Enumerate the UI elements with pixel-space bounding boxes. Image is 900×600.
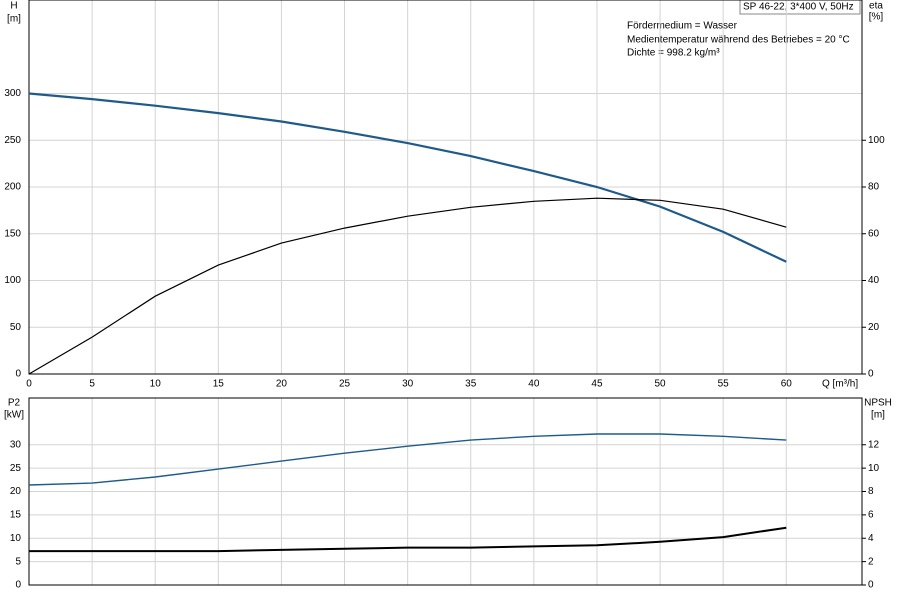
y2-axis-label: NPSH [864, 398, 892, 409]
plot-frame [28, 0, 863, 375]
plot-frame [28, 397, 863, 586]
x-tick-label: 0 [26, 379, 32, 390]
y-axis-unit: [kW] [4, 410, 24, 421]
annotation: Medientemperatur während des Betriebes =… [627, 35, 850, 46]
y2-tick-label: 80 [868, 182, 880, 193]
x-tick-label: 50 [654, 379, 666, 390]
y-tick-label: 30 [10, 439, 22, 450]
x-tick-label: 25 [339, 379, 351, 390]
y2-tick-label: 12 [868, 439, 880, 450]
y2-tick-label: 0 [868, 580, 874, 591]
y-tick-label: 0 [15, 580, 21, 591]
x-tick-label: 30 [402, 379, 414, 390]
y2-axis-unit: [m] [871, 410, 885, 421]
title-box [739, 0, 861, 15]
y-tick-label: 5 [15, 556, 21, 567]
series-line [28, 92, 787, 263]
y2-tick-label: 60 [868, 228, 880, 239]
chart-title: SP 46-22, 3*400 V, 50Hz [743, 2, 854, 13]
y-tick-label: 20 [10, 486, 22, 497]
y2-axis-unit: [%] [869, 12, 884, 23]
x-tick-label: 10 [150, 379, 162, 390]
y-tick-label: 25 [10, 463, 22, 474]
y-axis-label: H [10, 1, 17, 12]
y2-tick-label: 10 [868, 463, 880, 474]
y2-tick-label: 4 [868, 533, 874, 544]
y-tick-label: 100 [4, 275, 21, 286]
y-axis-unit: [m] [7, 14, 21, 25]
y-axis-label: P2 [8, 398, 21, 409]
y-tick-label: 300 [4, 88, 21, 99]
y2-axis-label: eta [869, 1, 883, 12]
y2-tick-label: 2 [868, 556, 874, 567]
x-tick-label: 35 [465, 379, 477, 390]
series-line [28, 433, 787, 486]
annotation: Fördermedium = Wasser [627, 21, 738, 32]
y-tick-label: 10 [10, 533, 22, 544]
y2-tick-label: 20 [868, 322, 880, 333]
y2-tick-label: 40 [868, 275, 880, 286]
y-tick-label: 200 [4, 182, 21, 193]
y2-tick-label: 8 [868, 486, 874, 497]
x-tick-label: 45 [591, 379, 603, 390]
y2-tick-label: 100 [868, 135, 885, 146]
x-tick-label: 15 [213, 379, 225, 390]
y-tick-label: 50 [10, 322, 22, 333]
y-tick-label: 0 [15, 369, 21, 380]
annotation: Dichte = 998.2 kg/m³ [627, 48, 720, 59]
series-line [28, 197, 787, 375]
y-tick-label: 150 [4, 228, 21, 239]
x-axis-label: Q [m³/h] [822, 379, 858, 390]
y2-tick-label: 6 [868, 510, 874, 521]
y2-tick-label: 0 [868, 369, 874, 380]
series-line [29, 526, 787, 553]
x-tick-label: 5 [89, 379, 95, 390]
y-tick-label: 250 [4, 135, 21, 146]
x-tick-label: 60 [781, 379, 793, 390]
x-tick-label: 40 [528, 379, 540, 390]
x-tick-label: 20 [276, 379, 288, 390]
x-tick-label: 55 [718, 379, 730, 390]
y-tick-label: 15 [10, 510, 22, 521]
